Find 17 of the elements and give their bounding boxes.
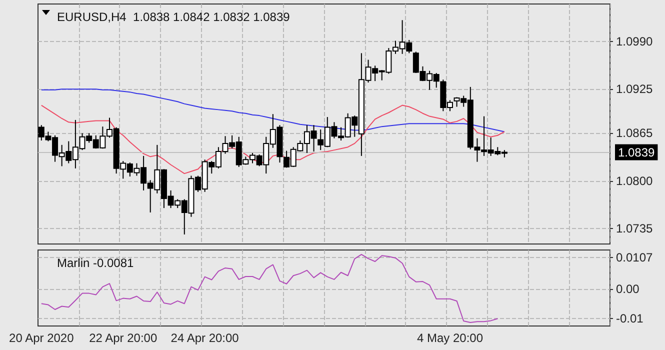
y-tick-label: 1.0735: [616, 222, 654, 236]
y-tick-label: 1.0990: [616, 34, 654, 48]
x-tick-label: 4 May 20:00: [416, 331, 484, 345]
y-tick-label: 1.0800: [616, 174, 654, 188]
text: EURUSD,H4 1.0838 1.0842 1.0832 1.0839: [57, 10, 290, 24]
x-tick-label: 22 Apr 20:00: [89, 331, 158, 345]
y-tick-label: 0.00: [616, 282, 640, 296]
line-series: [40, 104, 505, 174]
y-tick-label: -0.01: [616, 312, 644, 326]
text: Marlin -0.0081: [57, 256, 134, 270]
y-tick-label: 0.0107: [616, 250, 654, 265]
ref-line-label: 1.0839: [618, 145, 656, 160]
x-tick-label: 20 Apr 2020: [9, 331, 74, 345]
y-tick-label: 1.0865: [616, 126, 654, 140]
x-tick-label: 24 Apr 20:00: [170, 331, 240, 345]
line-series: [40, 254, 498, 323]
y-tick-label: 1.0925: [616, 82, 654, 96]
